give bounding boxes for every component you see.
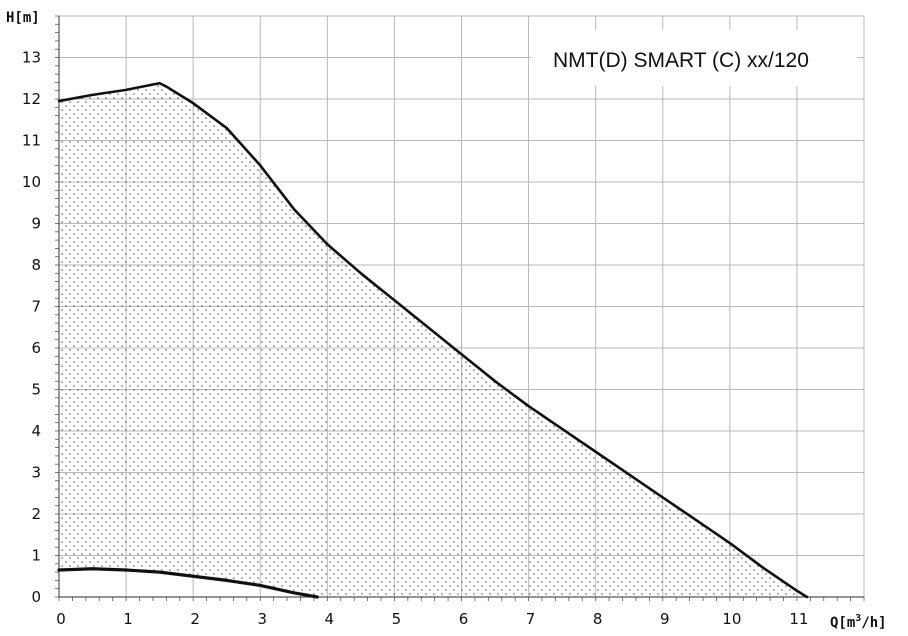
x-tick-label: 0 [56,610,66,628]
y-tick-label: 3 [31,464,41,482]
x-tick-label: 1 [123,610,133,628]
series-line-max [57,81,809,599]
y-tick-label: 0 [31,588,41,606]
y-tick-label: 8 [31,256,41,274]
series-lines [57,81,809,599]
x-axis-label: Q[m3/h] [830,613,887,631]
x-tick-label: 6 [459,610,469,628]
y-tick-label: 5 [31,381,41,399]
x-tick-label: 5 [392,610,402,628]
x-tick-label: 10 [722,610,741,628]
y-tick-label: 1 [31,547,41,565]
y-tick-label: 7 [31,298,41,316]
x-tick-label: 3 [257,610,267,628]
y-axis-label: H[m] [6,10,40,26]
y-tick-label: 12 [22,90,41,108]
y-tick-label: 10 [22,173,41,191]
x-axis-label-prefix: Q[m [830,615,855,631]
y-tick-label: 13 [22,49,41,67]
x-axis-label-suffix: /h] [861,615,886,631]
y-tick-label: 6 [31,339,41,357]
x-tick-label: 4 [325,610,335,628]
x-tick-label: 2 [190,610,200,628]
series-line-min [57,567,319,599]
x-tick-label: 7 [526,610,536,628]
x-tick-label: 8 [593,610,603,628]
y-tick-label: 11 [22,132,41,150]
x-axis-label-sup: 3 [855,613,861,624]
x-tick-label: 9 [660,610,670,628]
legend-box [531,30,857,86]
x-tick-label: 11 [789,610,808,628]
y-tick-label: 2 [31,505,41,523]
y-tick-label: 4 [31,422,41,440]
y-tick-label: 9 [31,215,41,233]
legend-label: NMT(D) SMART (C) xx/120 [553,49,809,72]
